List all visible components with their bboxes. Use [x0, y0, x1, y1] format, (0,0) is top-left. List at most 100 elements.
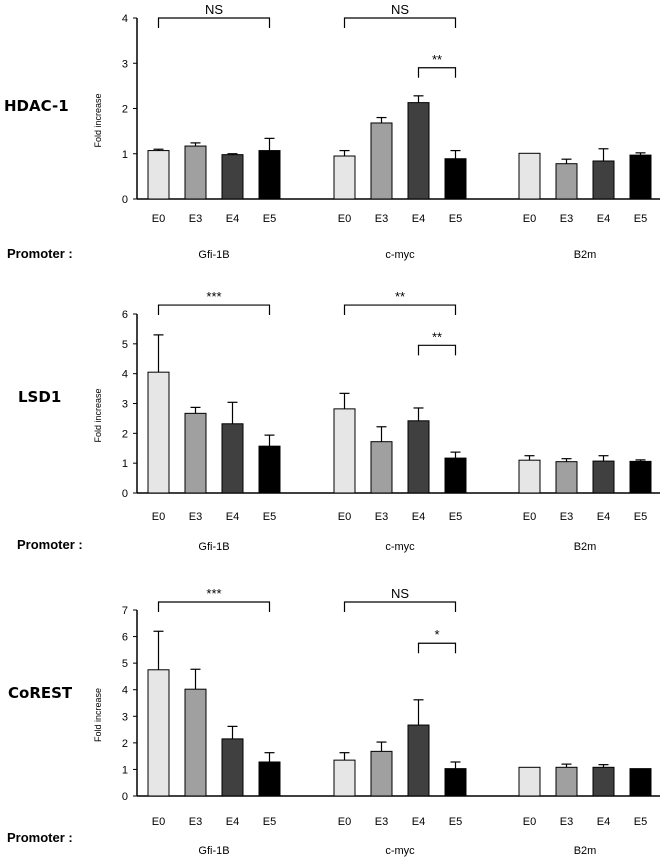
- bar: [370, 750, 393, 797]
- significance-label: *: [434, 627, 439, 642]
- bar: [184, 145, 207, 200]
- promoter-name: Gfi-1B: [198, 845, 229, 857]
- bar: [147, 371, 170, 494]
- bar: [221, 154, 244, 200]
- x-tick-label: E3: [375, 816, 388, 828]
- bar: [184, 412, 207, 494]
- y-tick-label: 4: [122, 369, 128, 381]
- promoter-name: B2m: [574, 249, 597, 261]
- promoter-name: B2m: [574, 541, 597, 553]
- x-tick-label: E0: [152, 511, 165, 523]
- bar: [258, 445, 281, 494]
- y-tick-label: 2: [122, 428, 128, 440]
- bar: [407, 724, 430, 797]
- x-tick-label: E4: [226, 511, 239, 523]
- x-tick-label: E3: [560, 213, 573, 225]
- y-tick-label: 5: [122, 658, 128, 670]
- bar: [518, 766, 541, 797]
- x-tick-label: E4: [597, 213, 610, 225]
- promoter-name: c-myc: [385, 845, 415, 857]
- x-tick-label: E5: [263, 511, 276, 523]
- bar: [444, 457, 467, 494]
- y-tick-label: 1: [122, 149, 128, 161]
- y-tick-label: 3: [122, 58, 128, 70]
- chart-lsd1: 0 1 2 3 4 5 6 Fold increase E0 E3 E4 E5 Gfi-1B E0 E3 E4…: [93, 290, 660, 553]
- y-tick-label: 4: [122, 685, 128, 697]
- bar: [629, 768, 652, 797]
- bar: [147, 669, 170, 797]
- bar: [333, 759, 356, 797]
- bar: [592, 160, 615, 200]
- x-tick-label: E0: [523, 511, 536, 523]
- significance-bracket: [343, 304, 457, 316]
- y-tick-label: 7: [122, 605, 128, 617]
- bar: [258, 761, 281, 797]
- x-tick-label: E4: [412, 213, 425, 225]
- y-tick-label: 3: [122, 399, 128, 411]
- x-tick-label: E5: [263, 213, 276, 225]
- chart-hdac1: 0 1 2 3 4 Fold increase E0 E3 E4 E5 Gfi-1B E0 E3 E4 E5…: [93, 2, 660, 261]
- bar: [592, 766, 615, 797]
- x-tick-label: E0: [523, 213, 536, 225]
- bar: [555, 163, 578, 200]
- significance-bracket: [343, 17, 457, 28]
- y-tick-label: 6: [122, 309, 128, 321]
- x-tick-label: E4: [412, 511, 425, 523]
- x-tick-label: E0: [523, 816, 536, 828]
- promoter-name: c-myc: [385, 249, 415, 261]
- chart-corest: 0 1 2 3 4 5 6 7 Fold increase E0 E3 E4 E5 Gfi-1B E0 E3 E…: [93, 586, 660, 857]
- significance-bracket: [157, 17, 271, 28]
- significance-label: **: [432, 52, 442, 67]
- bar: [407, 420, 430, 494]
- bar: [184, 688, 207, 797]
- bar: [518, 459, 541, 494]
- bar: [629, 154, 652, 200]
- bar: [555, 461, 578, 494]
- x-tick-label: E3: [560, 816, 573, 828]
- x-tick-label: E3: [189, 816, 202, 828]
- significance-label: ***: [206, 586, 221, 601]
- y-tick-label: 1: [122, 764, 128, 776]
- panel-lsd1: LSD1 Promoter : 0 1 2 3 4 5 6 Fold increase E0 E3…: [0, 290, 666, 570]
- x-tick-label: E5: [449, 213, 462, 225]
- promoter-name: Gfi-1B: [198, 249, 229, 261]
- x-tick-label: E0: [338, 511, 351, 523]
- y-tick-label: 6: [122, 632, 128, 644]
- promoter-name: Gfi-1B: [198, 541, 229, 553]
- y-tick-label: 2: [122, 104, 128, 116]
- bar: [629, 460, 652, 494]
- bar: [444, 158, 467, 200]
- significance-bracket: [417, 344, 457, 356]
- panel-hdac1: HDAC-1 Promoter : 0 1 2 3 4 Fold increase E0 E3…: [0, 0, 666, 280]
- panel-title: LSD1: [18, 388, 62, 406]
- x-tick-label: E0: [338, 213, 351, 225]
- bar: [370, 122, 393, 200]
- y-tick-label: 4: [122, 13, 128, 25]
- x-tick-label: E4: [412, 816, 425, 828]
- bar: [444, 768, 467, 797]
- x-tick-label: E3: [375, 511, 388, 523]
- x-tick-label: E3: [189, 511, 202, 523]
- bar: [370, 441, 393, 494]
- promoter-label: Promoter :: [17, 537, 83, 552]
- y-tick-label: 2: [122, 738, 128, 750]
- y-axis-label: Fold increase: [93, 93, 103, 147]
- x-tick-label: E5: [449, 816, 462, 828]
- significance-bracket: [417, 642, 457, 654]
- promoter-label: Promoter :: [7, 246, 73, 261]
- y-tick-label: 0: [122, 194, 128, 206]
- x-tick-label: E4: [597, 511, 610, 523]
- panel-title: HDAC-1: [4, 97, 69, 115]
- x-tick-label: E3: [560, 511, 573, 523]
- bar: [333, 155, 356, 200]
- bar: [518, 152, 541, 200]
- y-tick-label: 1: [122, 458, 128, 470]
- bar: [592, 460, 615, 494]
- panel-title: CoREST: [8, 684, 73, 702]
- bar: [333, 408, 356, 494]
- significance-bracket: [157, 601, 271, 613]
- x-tick-label: E5: [634, 816, 647, 828]
- significance-label: ***: [206, 290, 221, 304]
- x-tick-label: E4: [226, 816, 239, 828]
- significance-label: NS: [391, 586, 409, 601]
